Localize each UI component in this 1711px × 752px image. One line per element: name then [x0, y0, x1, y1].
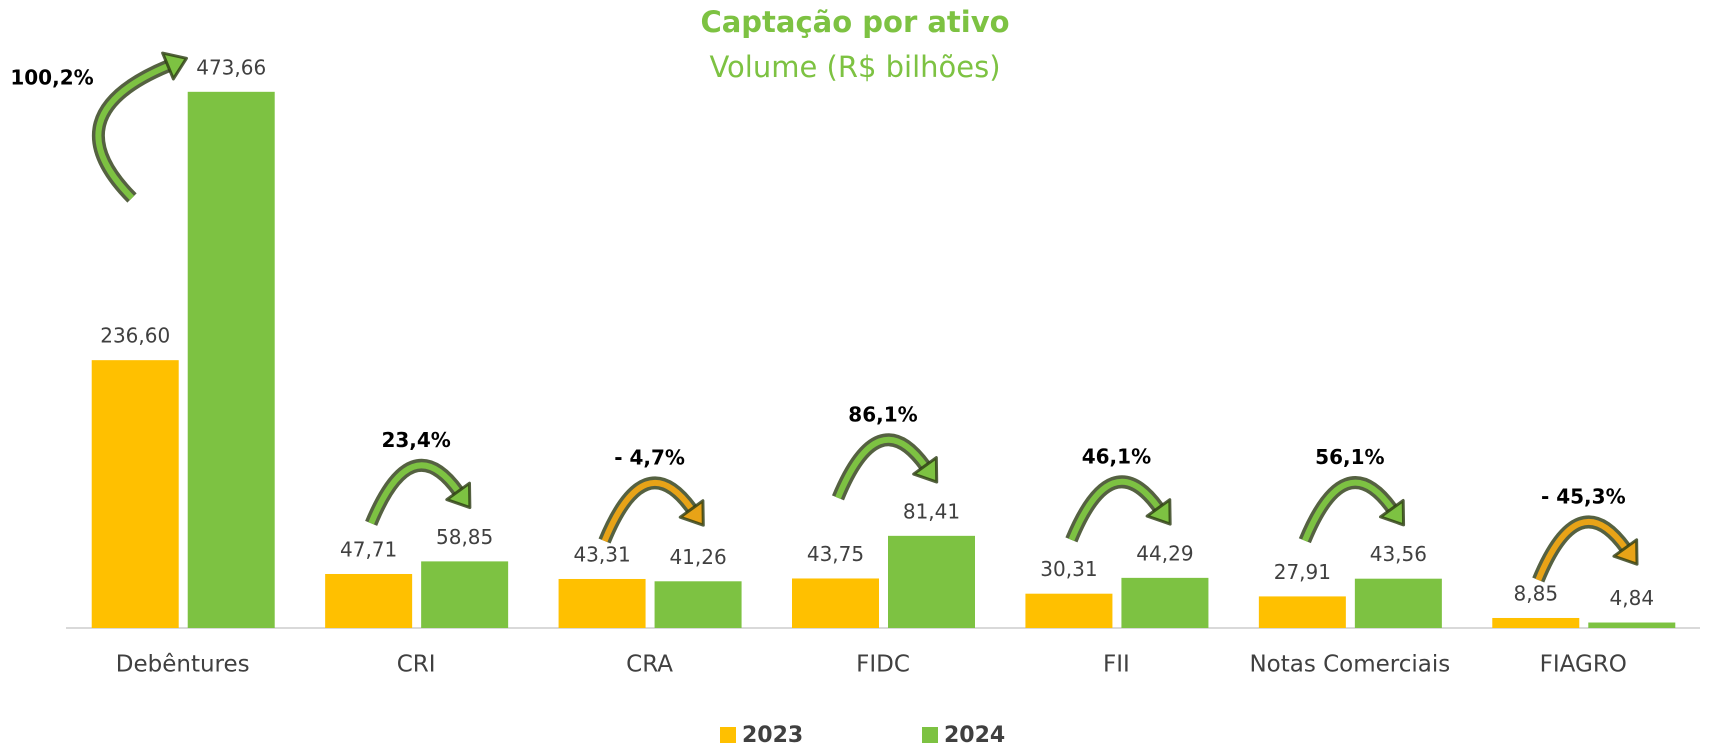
- bar: [325, 573, 413, 628]
- bar: [91, 360, 179, 628]
- bar: [421, 561, 509, 628]
- bar: [1258, 596, 1346, 628]
- legend-label: 2024: [944, 723, 1005, 748]
- x-tick-label: CRI: [397, 652, 436, 678]
- annotation: 23,4%: [381, 428, 450, 452]
- arrow-body: [601, 479, 695, 543]
- arrow-head: [1145, 498, 1172, 526]
- value-label: 8,85: [1514, 581, 1559, 605]
- arrow-body: [835, 436, 928, 499]
- annotation: - 4,7%: [614, 445, 685, 469]
- value-label: 41,26: [669, 545, 726, 569]
- arrow-head: [912, 456, 939, 484]
- arrow-body: [95, 63, 170, 201]
- arrow-head: [161, 51, 188, 81]
- value-label: 44,29: [1136, 541, 1193, 565]
- x-tick-label: FIDC: [856, 652, 910, 678]
- value-label: 43,75: [807, 542, 864, 566]
- annotation: 56,1%: [1315, 445, 1384, 469]
- arrow-body: [1535, 518, 1628, 582]
- x-tick-label: Notas Comerciais: [1249, 652, 1450, 678]
- annotation: - 45,3%: [1541, 484, 1626, 508]
- value-label: 27,91: [1274, 560, 1331, 584]
- x-tick-label: FII: [1103, 652, 1130, 678]
- bar: [1588, 622, 1676, 628]
- value-label: 81,41: [903, 499, 960, 523]
- value-label: 473,66: [196, 55, 266, 79]
- bar: [792, 578, 879, 628]
- legend-label: 2023: [742, 723, 803, 748]
- arrow-body: [1068, 478, 1161, 542]
- chart-title: Captação por ativo: [700, 5, 1009, 39]
- value-label: 4,84: [1610, 586, 1655, 610]
- arrow-body: [1302, 479, 1395, 542]
- x-tick-label: Debêntures: [116, 652, 250, 678]
- value-label: 43,31: [573, 542, 630, 566]
- annotation: 100,2%: [10, 66, 93, 90]
- value-label: 58,85: [436, 525, 493, 549]
- bar: [187, 91, 275, 628]
- bar: [1354, 578, 1442, 628]
- arrow-head: [1379, 498, 1406, 527]
- x-tick-label: CRA: [626, 652, 673, 678]
- bar: [1025, 593, 1113, 628]
- arrow-head: [445, 481, 472, 510]
- bar: [1121, 577, 1209, 628]
- bar: [558, 578, 646, 628]
- value-label: 236,60: [100, 324, 170, 348]
- arrow-body: [368, 462, 461, 525]
- arrow-head: [678, 499, 705, 527]
- arrow-head: [1612, 538, 1639, 566]
- bar: [1492, 617, 1580, 628]
- bar: [888, 535, 975, 628]
- chart-subtitle: Volume (R$ bilhões): [709, 50, 1000, 84]
- x-tick-label: FIAGRO: [1540, 652, 1627, 678]
- value-label: 47,71: [340, 537, 397, 561]
- value-label: 43,56: [1370, 542, 1427, 566]
- annotation: 46,1%: [1082, 444, 1151, 468]
- value-label: 30,31: [1040, 557, 1097, 581]
- annotation: 86,1%: [848, 402, 917, 426]
- legend-swatch: [720, 727, 736, 743]
- bar: [654, 581, 742, 628]
- legend-swatch: [922, 727, 938, 743]
